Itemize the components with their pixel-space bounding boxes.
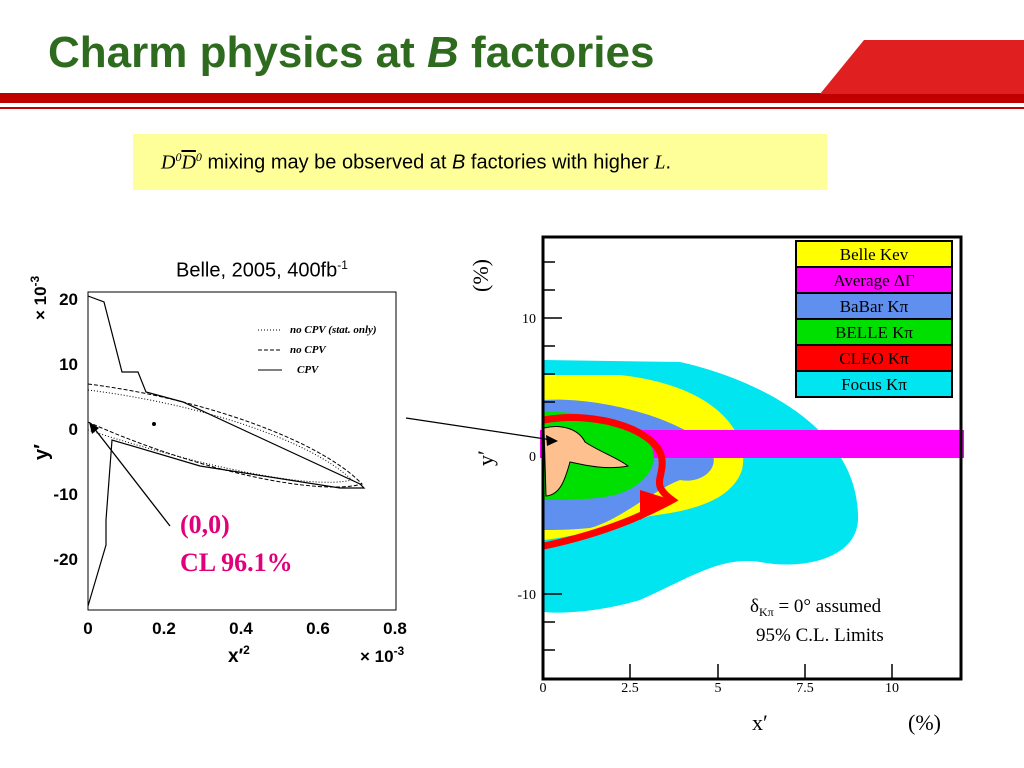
left-x-scale: × 10-3 [360,644,405,666]
callout-box: D0D0 mixing may be observed at B factori… [133,134,827,190]
right-x-tick: 2.5 [621,681,639,696]
left-x-tick: 0.4 [229,619,253,638]
cl-annotation: CL 96.1% [180,548,293,577]
left-y-label: y′ [31,444,53,460]
header-red-bar [0,93,1024,103]
cleo-region [543,414,679,550]
cl-limits-note: 95% C.L. Limits [756,625,884,646]
right-plot-frame [541,235,963,681]
right-y-tick: 10 [522,312,536,327]
focus-best-region [543,426,630,497]
origin-annotation: (0,0) [180,510,230,539]
callout-l: L [654,151,666,174]
left-plot-frame [87,291,397,611]
d0-symbol: D [161,151,176,174]
cleo-inner-region [640,490,672,520]
title-text-end: factories [458,28,655,77]
left-x-tick: 0.8 [383,619,407,638]
left-x-tick: 0.2 [152,619,176,638]
left-x-tick: 0 [83,619,92,638]
legend-babar [795,292,953,320]
left-legend-entry: CPV [297,364,320,376]
legend-label: BELLE Kπ [835,323,913,342]
callout-text: D0D0 mixing may be observed at B factori… [161,150,671,175]
right-x-unit: (%) [908,710,941,735]
legend-label: BaBar Kπ [840,297,909,316]
origin-arrow [93,427,171,527]
left-y-tick: 20 [59,290,78,309]
d0bar-sup: 0 [195,150,202,164]
callout-b: B [452,151,466,174]
right-y-label: y′ [473,450,498,466]
right-y-unit: (%) [468,259,493,292]
d0-sup: 0 [175,150,182,164]
left-y-tick: -10 [53,485,78,504]
left-y-tick: 0 [69,420,78,439]
belle-label-text: Belle, 2005, 400fb [176,259,338,282]
right-y-tick: -10 [517,588,536,603]
legend-label: Belle Kev [840,245,909,264]
callout-text-1: mixing may be observed at [201,151,453,174]
right-x-tick: 7.5 [796,681,814,696]
title-text: Charm physics at [48,28,428,77]
left-y-tick: -20 [53,550,78,569]
callout-period: . [665,151,672,174]
legend-cleo [795,344,953,372]
d0bar-symbol: D [181,151,196,174]
left-y-scale: × 10-3 [28,275,50,320]
belle-label: Belle, 2005, 400fb-1 [176,258,348,283]
right-y-tick: 0 [529,450,536,465]
page-title: Charm physics at B factories [48,28,654,78]
legend-focus [795,370,953,398]
header-corner-shape [820,40,1024,94]
right-x-tick: 10 [885,681,899,696]
right-x-label: x′ [752,710,768,735]
header-thin-line [0,107,1024,109]
callout-text-2: factories with higher [465,151,655,174]
legend-average [795,266,953,294]
left-legend-entry: no CPV [290,344,327,356]
best-fit-point [152,422,156,426]
connector-arrow [405,417,553,441]
left-x-tick: 0.6 [306,619,330,638]
left-x-label: x′2 [228,643,250,667]
cpv-contour [87,295,366,607]
right-x-tick: 0 [540,681,547,696]
legend-label: CLEO Kπ [839,349,909,368]
left-legend-entry: no CPV (stat. only) [290,324,377,336]
legend-label: Average ΔΓ [833,271,914,290]
right-x-tick: 5 [715,681,722,696]
no-cpv-contour [87,383,363,488]
delta-note: δKπ = 0° assumed [750,596,882,619]
belle-label-sup: -1 [337,258,348,272]
left-y-tick: 10 [59,355,78,374]
legend-label: Focus Kπ [841,375,907,394]
no-cpv-stat-contour [87,389,354,483]
title-italic: B [427,28,459,77]
